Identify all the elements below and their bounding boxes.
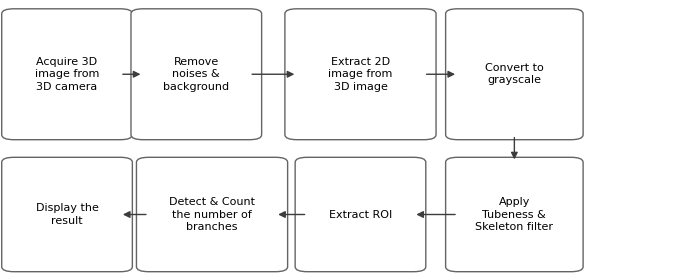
Text: Extract ROI: Extract ROI bbox=[329, 210, 392, 219]
FancyBboxPatch shape bbox=[285, 9, 436, 140]
Text: Acquire 3D
image from
3D camera: Acquire 3D image from 3D camera bbox=[35, 57, 99, 92]
FancyBboxPatch shape bbox=[131, 9, 261, 140]
FancyBboxPatch shape bbox=[2, 157, 133, 272]
Text: Display the
result: Display the result bbox=[36, 203, 98, 226]
Text: Detect & Count
the number of
branches: Detect & Count the number of branches bbox=[169, 197, 255, 232]
FancyBboxPatch shape bbox=[295, 157, 425, 272]
Text: Apply
Tubeness &
Skeleton filter: Apply Tubeness & Skeleton filter bbox=[475, 197, 553, 232]
FancyBboxPatch shape bbox=[446, 157, 583, 272]
Text: Convert to
grayscale: Convert to grayscale bbox=[485, 63, 544, 86]
FancyBboxPatch shape bbox=[2, 9, 133, 140]
FancyBboxPatch shape bbox=[446, 9, 583, 140]
FancyBboxPatch shape bbox=[136, 157, 287, 272]
Text: Remove
noises &
background: Remove noises & background bbox=[163, 57, 229, 92]
Text: Extract 2D
image from
3D image: Extract 2D image from 3D image bbox=[328, 57, 393, 92]
